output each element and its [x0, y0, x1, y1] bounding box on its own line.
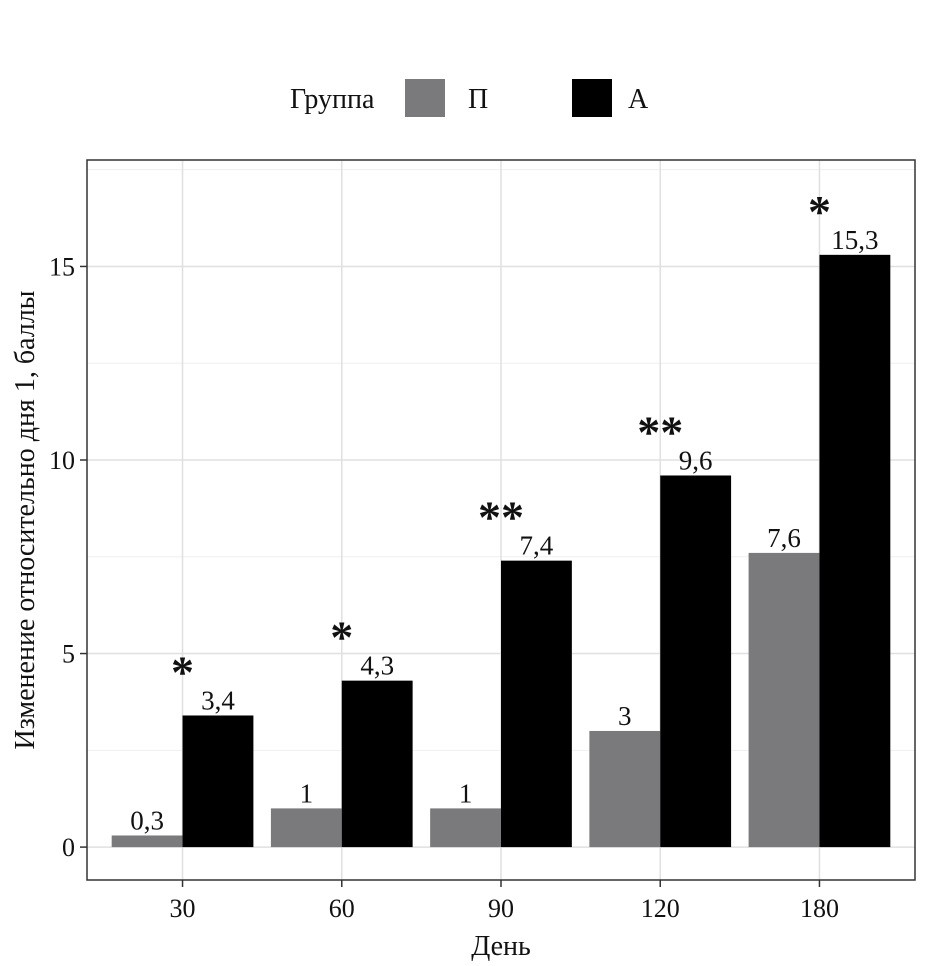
data-label: 7,6: [767, 523, 801, 553]
data-label: 9,6: [679, 445, 713, 475]
y-tick-label: 15: [49, 252, 75, 281]
bar-a-180: [819, 254, 891, 848]
bar-p-30: [111, 835, 183, 848]
legend-label-a: А: [628, 84, 649, 115]
x-tick-label: 90: [488, 894, 514, 923]
bar-p-120: [589, 730, 661, 848]
bar-a-120: [660, 475, 732, 848]
bar-p-90: [430, 808, 501, 848]
x-tick-label: 180: [800, 894, 839, 923]
x-tick-label: 60: [329, 894, 355, 923]
x-tick-label: 120: [641, 894, 680, 923]
y-tick-label: 0: [62, 833, 75, 862]
bar-p-60: [270, 808, 342, 848]
significance-marker: *: [330, 612, 353, 663]
y-tick-label: 10: [49, 446, 75, 475]
bar-a-60: [341, 680, 413, 848]
x-axis-title: День: [471, 931, 531, 962]
legend-key-a: [572, 79, 612, 117]
data-label: 1: [459, 778, 473, 808]
data-label: 7,4: [520, 531, 554, 561]
significance-marker: *: [171, 646, 194, 697]
legend-title: Группа: [290, 84, 375, 115]
bar-a-90: [501, 560, 572, 848]
x-tick-label: 30: [170, 894, 196, 923]
data-label: 1: [300, 778, 314, 808]
bar-p-180: [748, 552, 820, 848]
data-label: 15,3: [831, 225, 878, 255]
y-tick-label: 5: [62, 640, 75, 669]
data-label: 3: [618, 701, 632, 731]
significance-marker: *: [808, 186, 831, 237]
significance-marker: **: [478, 492, 524, 543]
data-label: 0,3: [130, 805, 164, 835]
bar-a-30: [182, 715, 254, 848]
legend-key-p: [405, 79, 445, 117]
data-label: 3,4: [201, 685, 235, 715]
significance-marker: **: [637, 406, 683, 457]
y-axis-title: Изменение относительно дня 1, баллы: [10, 290, 41, 749]
data-label: 4,3: [360, 651, 394, 681]
legend-label-p: П: [468, 84, 488, 115]
